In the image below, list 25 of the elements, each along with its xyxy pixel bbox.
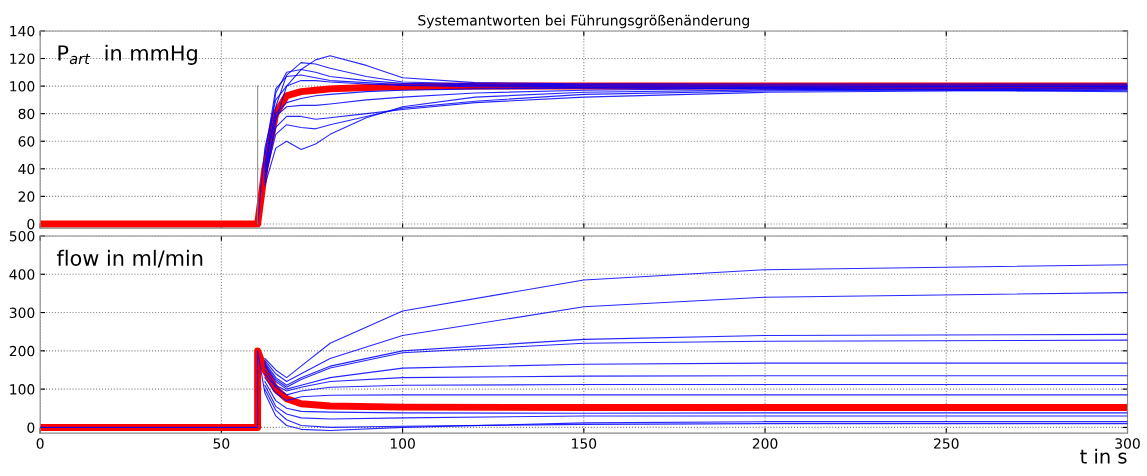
y-tick-label: 300 — [9, 307, 35, 319]
x-tick-label: 0 — [36, 438, 44, 449]
y-tick-label: 500 — [9, 230, 35, 242]
chart-title: Systemantworten bei Führungsgrößenänderung — [418, 14, 749, 29]
x-tick-label: 50 — [213, 438, 230, 449]
y-tick-label: 0 — [27, 422, 35, 433]
y-tick-label: 100 — [10, 384, 35, 395]
y-tick-label: 140 — [10, 25, 35, 37]
y-tick-label: 80 — [18, 108, 35, 120]
y-tick-label: 100 — [10, 81, 35, 92]
x-axis-title: t in s — [1080, 448, 1127, 464]
annotation: flow in ml/min — [56, 249, 203, 268]
annotation: P$_{art}$ in mmHg — [58, 44, 197, 65]
x-tick-label: 300 — [1115, 438, 1140, 449]
x-tick-label: 200 — [752, 438, 778, 449]
y-tick-label: 60 — [18, 136, 35, 147]
y-tick-label: 400 — [9, 269, 35, 280]
y-tick-label: 40 — [18, 163, 35, 175]
x-tick-label: 100 — [390, 438, 415, 449]
y-tick-label: 120 — [10, 53, 35, 64]
y-tick-label: 20 — [18, 191, 35, 202]
x-tick-label: 150 — [572, 438, 597, 449]
x-tick-label: 250 — [934, 438, 959, 449]
y-tick-label: 200 — [9, 345, 35, 357]
y-tick-label: 0 — [27, 218, 35, 230]
